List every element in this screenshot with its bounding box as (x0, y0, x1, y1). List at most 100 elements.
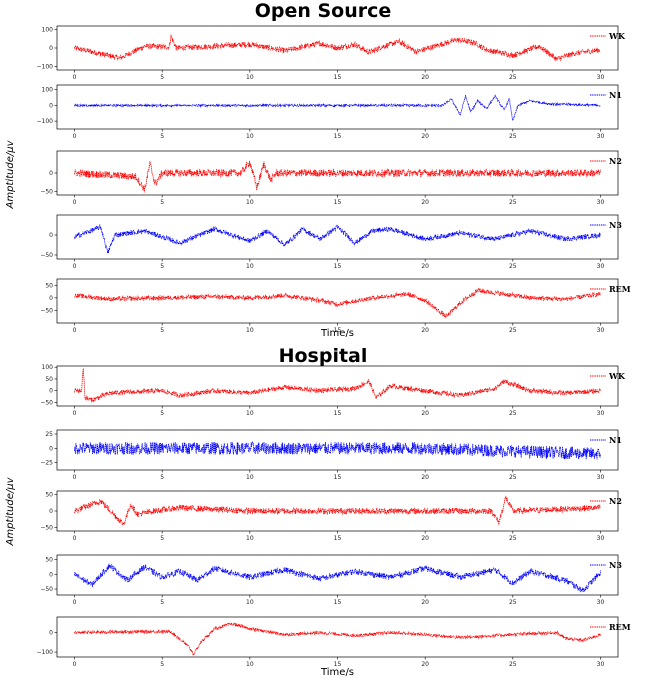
x-tick-label: 25 (509, 474, 517, 481)
x-tick-label: 25 (509, 410, 517, 417)
x-tick-label: 15 (334, 327, 342, 334)
x-tick-label: 5 (160, 74, 164, 81)
x-tick-label: 10 (246, 661, 254, 668)
legend-label: N1 (609, 90, 622, 100)
legend-label: REM (609, 284, 631, 294)
y-tick-label: 50 (45, 376, 53, 383)
legend-label: N2 (609, 156, 622, 166)
x-axis-label: Time/s (320, 667, 354, 678)
x-tick-label: 30 (597, 263, 605, 270)
x-tick-label: 30 (597, 410, 605, 417)
x-tick-label: 30 (597, 474, 605, 481)
legend-label: WK (608, 31, 626, 41)
legend-label: REM (609, 622, 631, 632)
x-tick-label: 0 (73, 74, 77, 81)
x-tick-label: 20 (421, 474, 429, 481)
y-tick-label: 0 (49, 388, 53, 395)
x-tick-label: 5 (160, 410, 164, 417)
y-tick-label: −100 (37, 63, 54, 70)
x-tick-label: 0 (73, 599, 77, 606)
x-tick-label: 10 (246, 74, 254, 81)
x-tick-label: 20 (421, 661, 429, 668)
y-tick-label: −100 (37, 649, 54, 656)
x-tick-label: 25 (509, 535, 517, 542)
x-tick-label: 0 (73, 263, 77, 270)
y-tick-label: 0 (49, 508, 53, 515)
x-tick-label: 25 (509, 263, 517, 270)
y-axis-label: Amptitude/μv (5, 476, 16, 546)
y-tick-label: −50 (40, 252, 53, 259)
x-tick-label: 0 (73, 199, 77, 206)
y-tick-label: −50 (40, 399, 53, 406)
legend-label: N1 (609, 435, 622, 445)
x-tick-label: 30 (597, 661, 605, 668)
y-tick-label: 0 (49, 232, 53, 239)
section-title: Open Source (255, 0, 392, 22)
x-tick-label: 25 (509, 661, 517, 668)
panel-frame (56, 616, 619, 658)
panel-rem: 0 5 10 15 20 25 30 50 0 −50 REM (40, 278, 631, 334)
x-tick-label: 20 (421, 599, 429, 606)
x-tick-label: 20 (421, 327, 429, 334)
y-tick-label: 50 (45, 556, 53, 563)
x-tick-label: 15 (334, 263, 342, 270)
panel-frame (56, 278, 619, 324)
series-line (74, 368, 601, 403)
series-line (74, 495, 601, 526)
panel-wk: 0 5 10 15 20 25 30 100 0 −100 WK (37, 25, 626, 81)
panel-n2: 0 5 10 15 20 25 30 50 0 −50 N2 (40, 490, 622, 542)
y-tick-label: 0 (49, 630, 53, 637)
y-tick-label: 0 (49, 170, 53, 177)
y-tick-label: 0 (49, 295, 53, 302)
series-line (74, 34, 601, 62)
x-tick-label: 10 (246, 133, 254, 140)
panel-wk: 0 5 10 15 20 25 30 100 50 0 −50 WK (40, 364, 626, 417)
y-tick-label: −50 (40, 525, 53, 532)
x-tick-label: 15 (334, 599, 342, 606)
x-tick-label: 20 (421, 133, 429, 140)
y-tick-label: −50 (40, 307, 53, 314)
x-tick-label: 25 (509, 199, 517, 206)
x-tick-label: 10 (246, 410, 254, 417)
x-tick-label: 15 (334, 661, 342, 668)
x-tick-label: 15 (334, 535, 342, 542)
x-tick-label: 15 (334, 474, 342, 481)
y-tick-label: −100 (37, 118, 54, 125)
legend-label: N2 (609, 496, 622, 506)
panel-n1: 0 5 10 15 20 25 30 100 0 −100 N1 (37, 84, 622, 140)
x-tick-label: 0 (73, 474, 77, 481)
series-line (74, 287, 601, 319)
x-tick-label: 25 (509, 327, 517, 334)
panel-n1: 0 5 10 15 20 25 30 25 0 −25 N1 (40, 429, 622, 481)
x-tick-label: 10 (246, 535, 254, 542)
y-tick-label: 100 (42, 87, 54, 94)
x-tick-label: 20 (421, 535, 429, 542)
x-tick-label: 5 (160, 661, 164, 668)
y-tick-label: 100 (42, 364, 54, 371)
x-tick-label: 10 (246, 199, 254, 206)
panel-n3: 0 5 10 15 20 25 30 0 −50 N3 (40, 214, 622, 270)
series-line (74, 622, 601, 656)
panel-rem: 0 5 10 15 20 25 30 0 −100 REM (37, 616, 631, 668)
panel-frame (56, 365, 619, 407)
x-tick-label: 30 (597, 199, 605, 206)
x-axis-label: Time/s (320, 328, 354, 339)
x-tick-label: 0 (73, 327, 77, 334)
x-tick-label: 25 (509, 133, 517, 140)
x-tick-label: 30 (597, 599, 605, 606)
x-tick-label: 20 (421, 263, 429, 270)
x-tick-label: 10 (246, 474, 254, 481)
series-line (74, 223, 601, 254)
series-line (74, 160, 601, 193)
panel-n2: 0 5 10 15 20 25 30 0 −50 N2 (40, 150, 622, 206)
x-tick-label: 0 (73, 661, 77, 668)
x-tick-label: 20 (421, 74, 429, 81)
x-tick-label: 5 (160, 599, 164, 606)
x-tick-label: 25 (509, 74, 517, 81)
x-tick-label: 10 (246, 599, 254, 606)
series-line (74, 94, 601, 121)
x-tick-label: 15 (334, 74, 342, 81)
y-tick-label: 0 (49, 102, 53, 109)
series-line (74, 440, 601, 460)
x-tick-label: 5 (160, 133, 164, 140)
